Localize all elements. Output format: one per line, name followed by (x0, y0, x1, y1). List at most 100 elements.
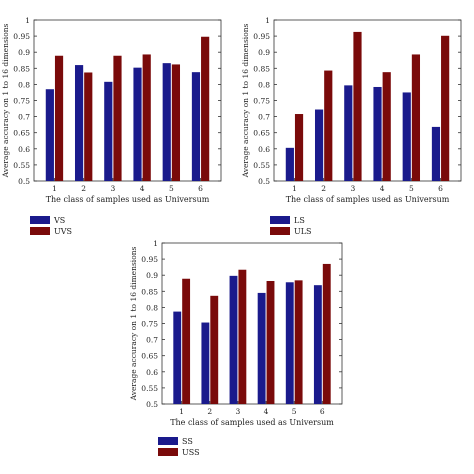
bar-ls-1 (285, 147, 294, 181)
y-tick-label: 0.65 (253, 129, 270, 138)
y-tick-label: 0.75 (13, 97, 30, 106)
bar-vs-6 (191, 72, 201, 181)
x-tick-label: 5 (409, 184, 414, 193)
bar-uvs-5 (171, 64, 181, 181)
bar-ss-1 (173, 311, 182, 404)
bar-vs-4 (133, 67, 142, 181)
y-tick-label: 0.85 (141, 287, 158, 296)
bar-ss-6 (313, 285, 322, 404)
x-tick-label: 3 (236, 407, 241, 416)
bar-ls-3 (344, 85, 353, 181)
bar-uls-3 (353, 31, 362, 181)
y-tick-label: 0.5 (146, 400, 158, 409)
bar-uls-1 (294, 114, 304, 181)
x-tick-label: 3 (111, 184, 116, 193)
legend-swatch-ls (270, 216, 290, 224)
y-tick-label: 0.55 (13, 161, 30, 170)
bar-vs-2 (74, 65, 84, 181)
bar-ss-3 (229, 275, 238, 404)
y-tick-label: 0.5 (18, 177, 30, 186)
chart-panel-1: 0.5 0.55 0.6 0.65 0.7 0.75 0.8 0.85 0.9 0.95 1 1 2 3 4… (1, 16, 222, 236)
x-tick-label: 1 (292, 184, 297, 193)
legend-swatch-uvs (30, 227, 50, 235)
y-axis-label: Average accuracy on 1 to 16 dimensions (1, 23, 10, 178)
y-tick-label: 0.65 (13, 129, 30, 138)
bar-uls-5 (411, 54, 421, 182)
legend-swatch-uls (270, 227, 290, 235)
y-tick-label: 0.7 (258, 113, 270, 122)
y-tick-label: 0.85 (253, 64, 270, 73)
bar-ls-5 (402, 92, 411, 181)
x-tick-label: 6 (438, 184, 443, 193)
x-tick-label: 2 (321, 184, 326, 193)
bar-ss-5 (285, 282, 294, 404)
y-tick-label: 1 (265, 16, 270, 25)
y-tick-label: 0.6 (18, 145, 30, 154)
x-tick-label: 4 (140, 184, 145, 193)
bar-uss-5 (294, 280, 303, 404)
bar-uvs-1 (54, 55, 64, 181)
legend-swatch-ss (158, 437, 178, 445)
y-axis-label: Average accuracy on 1 to 16 dimensions (241, 23, 250, 178)
y-tick-label: 0.75 (253, 97, 270, 106)
y-tick-label: 1 (153, 239, 158, 248)
x-axis-label: The class of samples used as Universum (170, 418, 334, 427)
y-tick-label: 0.65 (141, 352, 158, 361)
x-tick-label: 6 (320, 407, 325, 416)
x-axis-label: The class of samples used as Universum (286, 195, 450, 204)
x-tick-label: 4 (264, 407, 269, 416)
x-tick-label: 1 (179, 407, 184, 416)
y-tick-label: 0.95 (13, 32, 30, 41)
bar-uss-4 (266, 280, 275, 404)
bar-ss-2 (201, 322, 210, 404)
x-tick-label: 2 (81, 184, 86, 193)
x-tick-label: 2 (207, 407, 212, 416)
bar-uss-1 (182, 278, 191, 404)
bar-ls-2 (314, 109, 324, 181)
y-tick-label: 0.8 (146, 303, 158, 312)
bar-uvs-2 (84, 72, 93, 181)
y-tick-label: 1 (25, 16, 30, 25)
y-axis-label: Average accuracy on 1 to 16 dimensions (129, 246, 138, 401)
bar-vs-1 (45, 89, 54, 181)
y-tick-label: 0.8 (258, 80, 270, 89)
bar-uvs-3 (113, 55, 122, 181)
y-tick-label: 0.6 (146, 368, 158, 377)
legend-label-ls: LS (294, 216, 305, 225)
y-tick-label: 0.55 (141, 384, 158, 393)
x-tick-label: 5 (292, 407, 297, 416)
bar-uls-6 (441, 35, 450, 181)
bar-uvs-4 (142, 54, 151, 182)
bar-vs-5 (162, 63, 171, 182)
bar-uss-6 (322, 263, 331, 404)
legend-label-uls: ULS (294, 227, 312, 236)
y-tick-label: 0.6 (258, 145, 270, 154)
y-tick-label: 0.9 (258, 48, 270, 57)
legend-label-vs: VS (53, 216, 65, 225)
y-tick-label: 0.7 (146, 336, 158, 345)
bar-uss-3 (238, 269, 247, 404)
x-tick-label: 1 (52, 184, 57, 193)
bar-ls-4 (373, 86, 382, 181)
y-tick-label: 0.95 (141, 255, 158, 264)
bar-uls-4 (382, 72, 391, 181)
y-tick-label: 0.9 (18, 48, 30, 57)
x-tick-label: 3 (351, 184, 356, 193)
bar-uvs-6 (201, 36, 210, 181)
bar-vs-3 (104, 81, 113, 181)
y-tick-label: 0.7 (18, 113, 30, 122)
legend-label-uss: USS (182, 448, 200, 457)
y-tick-label: 0.5 (258, 177, 270, 186)
y-tick-label: 0.75 (141, 320, 158, 329)
y-tick-label: 0.95 (253, 32, 270, 41)
x-axis-label: The class of samples used as Universum (46, 195, 210, 204)
legend-label-ss: SS (182, 437, 193, 446)
bar-ss-4 (257, 292, 266, 404)
chart-panel-3: 0.5 0.55 0.6 0.65 0.7 0.75 0.8 0.85 0.9 0.95 1 1 2 3 4… (129, 239, 343, 457)
y-tick-label: 0.8 (18, 80, 30, 89)
chart-panel-2: 0.5 0.55 0.6 0.65 0.7 0.75 0.8 0.85 0.9 0.95 1 1 2 3 4… (241, 16, 462, 236)
x-tick-label: 6 (198, 184, 203, 193)
bar-uss-2 (210, 295, 219, 404)
x-tick-label: 4 (380, 184, 385, 193)
